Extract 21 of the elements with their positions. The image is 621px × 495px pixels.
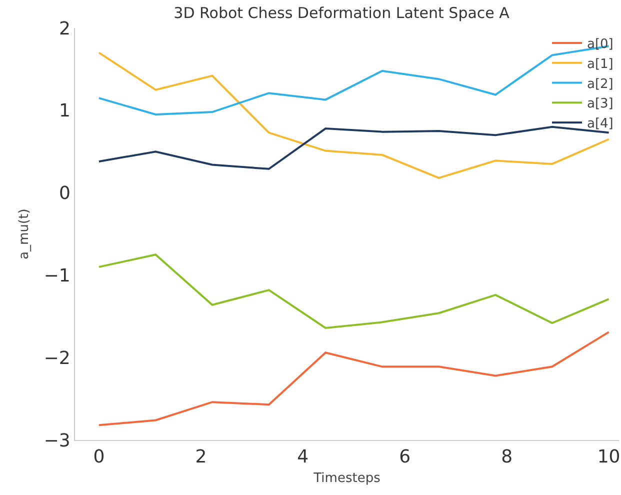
legend-label: a[1] (587, 56, 614, 72)
x-tick-label: 10 (597, 446, 620, 468)
y-tick-label: −2 (44, 348, 70, 369)
chart-title: 3D Robot Chess Deformation Latent Space A (174, 4, 510, 22)
x-tick-label: 2 (195, 446, 207, 468)
legend-label: a[4] (587, 116, 614, 132)
x-axis-title: Timesteps (312, 471, 381, 486)
x-tick-label: 6 (399, 446, 411, 468)
x-tick-label: 0 (93, 446, 105, 468)
legend-label: a[2] (587, 76, 614, 92)
y-tick-label: 0 (58, 183, 70, 204)
y-tick-label: −1 (44, 266, 70, 286)
y-axis-title: a_mu(t) (16, 208, 32, 260)
y-tick-label: 2 (58, 18, 70, 40)
x-tick-label: 8 (501, 446, 513, 468)
line-series (98, 331, 610, 426)
x-tick-label: 4 (297, 446, 309, 468)
y-tick-label: 1 (58, 100, 70, 122)
y-tick-label: −3 (44, 430, 70, 452)
line-series (98, 254, 610, 329)
legend-label: a[3] (587, 96, 614, 112)
